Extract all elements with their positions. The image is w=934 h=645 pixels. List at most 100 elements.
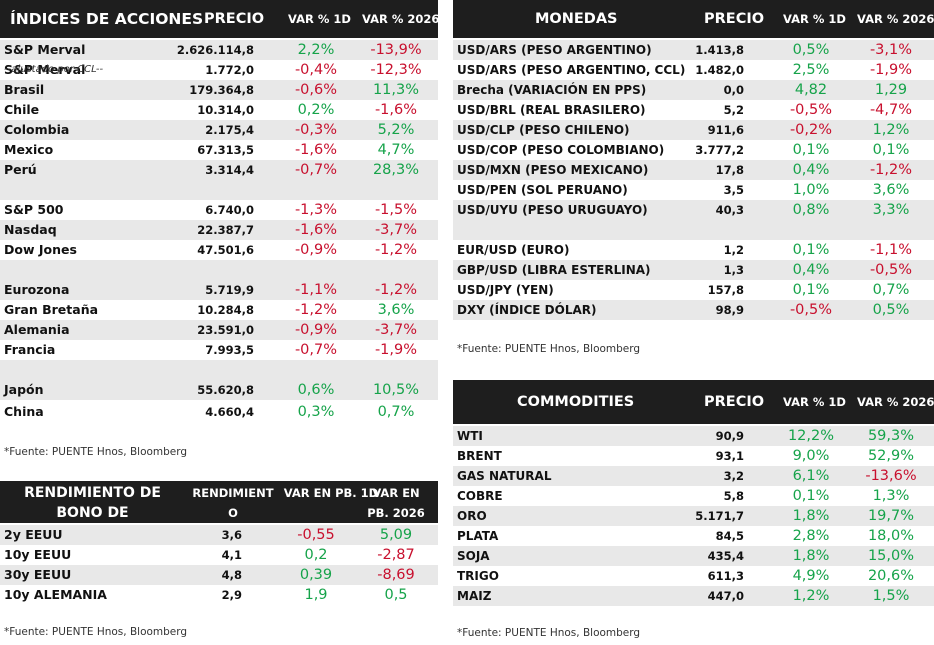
row-var-ytd: -1,5%: [374, 202, 418, 218]
row-var-ytd: -12,3%: [370, 62, 422, 78]
commodities-header: COMMODITIES PRECIO VAR % 1D VAR % 2026: [453, 380, 934, 424]
currencies-price-header: PRECIO: [704, 11, 765, 27]
commodities-var1d-header: VAR % 1D: [783, 395, 846, 409]
row-var-1d: 1,8%: [792, 548, 830, 564]
row-price: 435,4: [707, 549, 744, 563]
table-row: USD/ARS (PESO ARGENTINO) 1.413,8 0,5% -3,1%: [453, 40, 934, 60]
row-var-1d: 1,8%: [792, 508, 830, 524]
table-row: USD/MXN (PESO MEXICANO) 17,8 0,4% -1,2%: [453, 160, 934, 180]
row-var-1d: 0,3%: [297, 404, 335, 420]
row-price: 2,9: [221, 588, 242, 602]
indices-title: ÍNDICES DE ACCIONES: [10, 10, 204, 28]
row-name-text: Dow Jones: [4, 242, 77, 257]
row-var-ytd: 11,3%: [372, 82, 420, 98]
row-price: 1.413,8: [695, 43, 744, 57]
currencies-source: *Fuente: PUENTE Hnos, Bloomberg: [457, 343, 641, 355]
row-price: 90,9: [715, 429, 744, 443]
row-var-ytd: 1,3%: [872, 488, 910, 504]
table-row: USD/PEN (SOL PERUANO) 3,5 1,0% 3,6%: [453, 180, 934, 200]
row-name-text: S&P 500: [4, 202, 64, 217]
row-price: 10.284,8: [197, 303, 254, 317]
row-var-ytd: 0,7%: [872, 282, 910, 298]
bonds-yield-header: RENDIMIENT O: [192, 486, 274, 520]
row-var-1d: -1,6%: [294, 142, 338, 158]
row-name-text: ORO: [457, 509, 487, 523]
row-var-1d: 0,6%: [297, 382, 335, 398]
row-price: 6.740,0: [205, 203, 254, 217]
table-row: ORO 5.171,7 1,8% 19,7%: [453, 506, 934, 526]
row-price: 157,8: [707, 283, 744, 297]
row-var-ytd: -4,7%: [869, 102, 913, 118]
row-var-1d: 6,1%: [792, 468, 830, 484]
row-var-ytd: -3,7%: [374, 222, 418, 238]
row-name-text: MAIZ: [457, 589, 492, 603]
table-row: Eurozona 5.719,9 -1,1% -1,2%: [0, 280, 438, 300]
table-row: Chile 10.314,0 0,2% -1,6%: [0, 100, 438, 120]
row-price: 3,5: [723, 183, 744, 197]
table-row: USD/COP (PESO COLOMBIANO) 3.777,2 0,1% 0,1%: [453, 140, 934, 160]
row-var-1d: -1,1%: [294, 282, 338, 298]
row-var-ytd: 19,7%: [867, 508, 915, 524]
currencies-title: MONEDAS: [535, 11, 618, 27]
row-price: 2.626.114,8: [176, 43, 254, 57]
row-price: 3.777,2: [695, 143, 744, 157]
row-name-text: TRIGO: [457, 569, 499, 583]
row-var-1d: -0,4%: [294, 62, 338, 78]
row-price: 0,0: [723, 83, 744, 97]
row-name-text: 30y EEUU: [4, 567, 72, 582]
row-price: 911,6: [707, 123, 744, 137]
row-name-text: Eurozona: [4, 282, 70, 297]
row-var-ytd: -8,69: [377, 567, 415, 583]
row-price: 67.313,5: [197, 143, 254, 157]
row-name-text: China: [4, 404, 44, 419]
row-name-text: PLATA: [457, 529, 499, 543]
row-name-text: Perú: [4, 162, 37, 177]
row-price: 10.314,0: [197, 103, 254, 117]
row-name-text: WTI: [457, 429, 483, 443]
row-var-ytd: -3,7%: [374, 322, 418, 338]
row-var-ytd: 15,0%: [867, 548, 915, 564]
row-var-1d: -1,2%: [294, 302, 338, 318]
row-var-1d: -0,5%: [789, 102, 833, 118]
row-name-text: Colombia: [4, 122, 70, 137]
row-var-ytd: 18,0%: [867, 528, 915, 544]
row-name-text: USD/COP (PESO COLOMBIANO): [457, 143, 665, 157]
row-name-text: Mexico: [4, 142, 54, 157]
commodities-source: *Fuente: PUENTE Hnos, Bloomberg: [457, 627, 641, 639]
row-name-text: Brecha (VARIACIÓN EN PPS): [457, 83, 647, 97]
table-row: 10y EEUU 4,1 0,2 -2,87: [0, 545, 438, 565]
bonds-var1d-header: VAR EN PB. 1D: [283, 486, 379, 500]
bonds-source: *Fuente: PUENTE Hnos, Bloomberg: [4, 626, 188, 638]
row-price: 1,3: [723, 263, 744, 277]
table-row: WTI 90,9 12,2% 59,3%: [453, 426, 934, 446]
row-price: 22.387,7: [197, 223, 254, 237]
table-row: Nasdaq 22.387,7 -1,6% -3,7%: [0, 220, 438, 240]
bonds-varytd-header: VAR EN PB. 2026: [367, 486, 425, 520]
table-row: Mexico 67.313,5 -1,6% 4,7%: [0, 140, 438, 160]
row-var-ytd: 0,7%: [377, 404, 415, 420]
indices-rows: S&P Merval 2.626.114,8 2,2% -13,9% S&P Merva…: [0, 38, 438, 426]
indices-price-header: PRECIO: [204, 11, 265, 27]
indices-var1d-header: VAR % 1D: [288, 12, 351, 26]
row-var-1d: 0,4%: [792, 262, 830, 278]
currencies-var1d-header: VAR % 1D: [783, 12, 846, 26]
row-var-ytd: 5,09: [379, 527, 413, 543]
table-row: USD/CLP (PESO CHILENO) 911,6 -0,2% 1,2%: [453, 120, 934, 140]
bonds-header: RENDIMIENTO DE BONO DE REFERENCIA RENDIM…: [0, 481, 438, 541]
row-var-ytd: 0,5: [384, 587, 408, 603]
row-price: 3,2: [723, 469, 744, 483]
row-var-ytd: 3,6%: [872, 182, 910, 198]
row-var-ytd: -1,2%: [374, 242, 418, 258]
row-var-ytd: 0,5%: [872, 302, 910, 318]
row-var-ytd: -3,1%: [869, 42, 913, 58]
row-var-1d: -0,7%: [294, 342, 338, 358]
row-price: 5,8: [723, 489, 744, 503]
row-price: 93,1: [715, 449, 744, 463]
commodities-rows: WTI 90,9 12,2% 59,3% BRENT 93,1 9,0% 52,9% GAS N…: [453, 424, 934, 606]
row-price: 1.482,0: [695, 63, 744, 77]
row-name-text: GBP/USD (LIBRA ESTERLINA): [457, 263, 651, 277]
row-var-ytd: 3,3%: [872, 202, 910, 218]
row-name-text: DXY (ÍNDICE DÓLAR): [457, 303, 597, 317]
row-var-1d: 0,5%: [792, 42, 830, 58]
row-var-1d: 1,2%: [792, 588, 830, 604]
